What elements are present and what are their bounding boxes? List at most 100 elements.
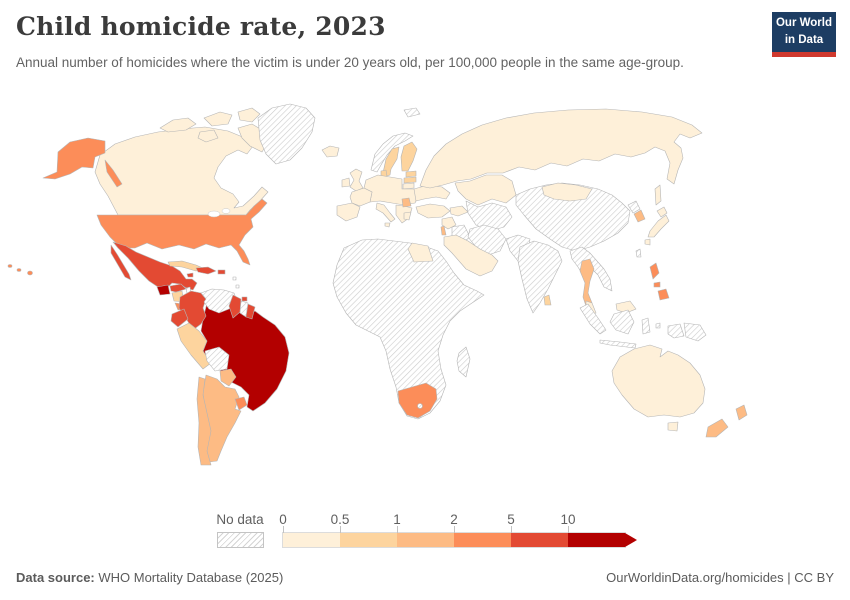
country-indonesia-sumatra[interactable] xyxy=(579,303,607,335)
country-lithuania[interactable] xyxy=(402,182,415,190)
country-russia[interactable] xyxy=(419,108,703,189)
country-mongolia[interactable] xyxy=(541,182,593,202)
country-uruguay[interactable] xyxy=(234,396,248,411)
country-canada-island[interactable] xyxy=(237,107,261,123)
country-japan-hokkaido[interactable] xyxy=(656,206,668,218)
region-iberia[interactable] xyxy=(336,202,361,222)
country-lesser-antilles[interactable] xyxy=(235,284,240,289)
country-ireland[interactable] xyxy=(341,177,351,188)
country-russia-sakhalin[interactable] xyxy=(654,184,662,206)
country-madagascar[interactable] xyxy=(456,346,471,378)
country-indonesia-java[interactable] xyxy=(599,339,637,349)
country-estonia[interactable] xyxy=(405,170,417,178)
country-paraguay[interactable] xyxy=(219,368,237,387)
country-usa-hawaii[interactable] xyxy=(27,270,33,276)
country-papua-new-guinea[interactable] xyxy=(683,322,707,342)
country-india[interactable] xyxy=(517,240,563,314)
country-kazakhstan[interactable] xyxy=(454,174,517,206)
legend-tick-label: 0 xyxy=(279,512,287,527)
country-norway[interactable] xyxy=(370,132,414,173)
country-honduras[interactable] xyxy=(169,283,187,293)
country-ecuador[interactable] xyxy=(170,308,189,328)
country-usa-hawaii[interactable] xyxy=(7,264,13,268)
country-italy-sicily[interactable] xyxy=(384,222,391,228)
country-usa-alaska[interactable] xyxy=(42,137,106,180)
legend-segment[interactable] xyxy=(283,533,340,547)
country-svalbard[interactable] xyxy=(403,107,421,118)
country-bolivia[interactable] xyxy=(204,346,230,372)
legend-segment[interactable] xyxy=(568,533,625,547)
country-argentina[interactable] xyxy=(202,374,242,463)
country-egypt[interactable] xyxy=(407,242,434,263)
region-africa[interactable] xyxy=(332,238,485,420)
legend-segment[interactable] xyxy=(397,533,454,547)
legend-segment[interactable] xyxy=(340,533,397,547)
country-mexico-baja[interactable] xyxy=(110,244,132,281)
country-usa-hawaii[interactable] xyxy=(16,268,22,272)
country-new-zealand-south[interactable] xyxy=(705,418,729,438)
country-italy[interactable] xyxy=(375,202,396,223)
country-south-korea[interactable] xyxy=(633,209,646,223)
region-caucasus[interactable] xyxy=(449,205,469,217)
country-indonesia-sulawesi[interactable] xyxy=(641,317,651,335)
country-south-africa[interactable] xyxy=(397,382,438,419)
country-israel[interactable] xyxy=(440,225,447,236)
country-malaysia-borneo[interactable] xyxy=(615,300,637,314)
region-central-asia[interactable] xyxy=(465,200,513,232)
legend-no-data-swatch[interactable] xyxy=(217,532,264,548)
country-canada[interactable] xyxy=(94,126,269,216)
country-north-korea[interactable] xyxy=(627,200,641,214)
country-latvia[interactable] xyxy=(403,176,417,184)
credit-link[interactable]: OurWorldinData.org/homicides | CC BY xyxy=(606,570,834,585)
legend-no-data-label: No data xyxy=(216,512,264,527)
country-venezuela[interactable] xyxy=(200,288,238,314)
country-canada-island[interactable] xyxy=(203,111,233,127)
country-trinidad[interactable] xyxy=(241,296,248,302)
country-french-guiana[interactable] xyxy=(245,303,256,320)
country-mexico[interactable] xyxy=(112,241,198,291)
country-jamaica[interactable] xyxy=(186,272,194,278)
country-greece[interactable] xyxy=(403,211,412,221)
legend-segment[interactable] xyxy=(454,533,511,547)
country-puerto-rico[interactable] xyxy=(217,269,226,275)
country-philippines-visayas[interactable] xyxy=(653,281,661,288)
country-australia-tasmania[interactable] xyxy=(667,421,679,432)
country-chile[interactable] xyxy=(196,376,212,466)
country-guatemala[interactable] xyxy=(156,284,171,296)
region-indochina[interactable] xyxy=(569,246,613,292)
owid-logo[interactable]: Our World in Data xyxy=(772,12,836,57)
great-lake xyxy=(207,210,221,218)
country-indonesia-west-papua[interactable] xyxy=(667,323,685,339)
country-japan-kyushu[interactable] xyxy=(644,238,651,246)
country-serbia[interactable] xyxy=(401,197,412,208)
country-china[interactable] xyxy=(515,182,631,252)
country-iceland[interactable] xyxy=(321,145,340,158)
country-indonesia-borneo[interactable] xyxy=(609,309,635,335)
country-greenland[interactable] xyxy=(257,103,316,165)
region-arabian-peninsula[interactable] xyxy=(443,234,499,277)
country-usa[interactable] xyxy=(96,198,268,266)
country-new-zealand-north[interactable] xyxy=(735,404,748,421)
country-finland[interactable] xyxy=(400,141,418,172)
country-canada-victoria[interactable] xyxy=(197,129,219,143)
country-turkey[interactable] xyxy=(415,203,451,219)
country-guyana[interactable] xyxy=(228,294,242,319)
owid-logo-line2: in Data xyxy=(784,33,824,46)
country-taiwan[interactable] xyxy=(635,248,642,258)
legend-tick-mark xyxy=(511,526,512,533)
country-lesotho[interactable] xyxy=(417,403,423,409)
country-lesser-antilles[interactable] xyxy=(232,276,237,281)
country-indonesia-moluccas[interactable] xyxy=(655,322,661,329)
country-france[interactable] xyxy=(349,187,373,207)
legend-segment[interactable] xyxy=(511,533,568,547)
country-philippines-mindanao[interactable] xyxy=(657,288,670,301)
country-japan-honshu[interactable] xyxy=(647,214,670,238)
country-sri-lanka[interactable] xyxy=(543,294,552,306)
country-usa-alaska-panhandle[interactable] xyxy=(104,159,123,188)
country-uk[interactable] xyxy=(349,168,364,192)
country-australia[interactable] xyxy=(611,344,706,418)
country-philippines-luzon[interactable] xyxy=(649,262,660,280)
legend-colorbar[interactable] xyxy=(282,532,626,548)
country-hispaniola[interactable] xyxy=(195,266,217,275)
country-canada-island[interactable] xyxy=(159,117,197,133)
